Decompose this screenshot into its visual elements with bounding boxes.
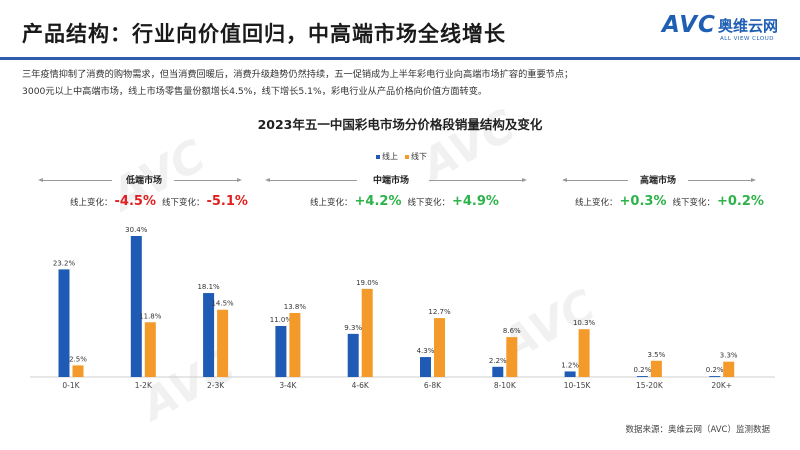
bar-offline	[506, 337, 518, 377]
offline-change-label: 线下变化：	[407, 198, 450, 208]
bar-offline	[578, 329, 590, 377]
data-label-offline: 14.5%	[211, 300, 234, 308]
bar-online	[636, 376, 648, 377]
legend-label-offline: 线下	[411, 152, 427, 161]
title-divider	[0, 57, 800, 60]
intro-line-1: 三年疫情抑制了消费的购物需求，但当消费回暖后，消费升级趋势仍然持续，五一促销成为…	[22, 69, 574, 80]
offline-change-value: -5.1%	[206, 194, 248, 209]
bar-online	[420, 357, 431, 377]
online-change-value: +0.3%	[619, 194, 667, 209]
bar-online	[347, 333, 359, 377]
segment-arrow-left	[562, 178, 628, 182]
x-tick-label: 0-1K	[62, 381, 80, 390]
x-tick-label: 4-6K	[352, 381, 370, 390]
legend-swatch-online	[376, 154, 380, 159]
offline-change-label: 线下变化：	[161, 198, 205, 208]
x-tick-label: 20K+	[711, 381, 732, 390]
data-label-offline: 10.3%	[573, 319, 596, 327]
x-tick-label: 2-3K	[207, 381, 225, 390]
data-label-offline: 3.5%	[648, 351, 666, 359]
bar-online	[492, 366, 504, 377]
change-row-mid: 线上变化： +4.2% 线下变化： +4.9%	[310, 194, 505, 209]
data-label-offline: 13.8%	[284, 303, 307, 311]
data-label-offline: 11.8%	[139, 312, 162, 320]
intro-line-2: 3000元以上中高端市场，线上市场零售量份额增长4.5%，线下增长5.1%，彩电…	[22, 86, 488, 97]
legend-swatch-offline	[405, 154, 409, 159]
bar-online	[203, 293, 215, 377]
change-row-high: 线上变化： +0.3% 线下变化： +0.2%	[575, 194, 770, 209]
bar-offline	[144, 322, 156, 377]
online-change-label: 线上变化：	[70, 198, 113, 208]
segment-arrow-left	[38, 178, 112, 182]
x-tick-label: 1-2K	[135, 381, 153, 390]
online-change-value: -4.5%	[114, 194, 156, 209]
logo-text: AVC	[662, 12, 716, 38]
x-tick-label: 10-15K	[564, 381, 592, 390]
x-tick-label: 15-20K	[636, 381, 664, 390]
data-label-offline: 12.7%	[428, 308, 451, 316]
bar-online	[709, 376, 721, 377]
intro-text: 三年疫情抑制了消费的购物需求，但当消费回暖后，消费升级趋势仍然持续，五一促销成为…	[22, 66, 782, 100]
data-source: 数据来源：奥维云网（AVC）监测数据	[625, 425, 770, 435]
logo: AVC 奥维云网 ALL VIEW CLOUD	[662, 12, 782, 50]
offline-change-value: +4.9%	[451, 194, 499, 209]
logo-subtitle: ALL VIEW CLOUD	[720, 36, 774, 42]
offline-change-value: +0.2%	[716, 194, 764, 209]
bar-offline	[434, 318, 445, 377]
bar-offline	[723, 361, 735, 377]
data-label-offline: 2.5%	[69, 355, 87, 363]
x-tick-label: 8-10K	[494, 381, 517, 390]
segment-arrow-right	[429, 178, 527, 182]
page-title: 产品结构：行业向价值回归，中高端市场全线增长	[22, 22, 506, 46]
segment-high: 高端市场	[562, 170, 756, 190]
segment-mid: 中端市场	[265, 170, 527, 190]
segment-arrow-right	[174, 178, 242, 182]
bar-offline	[361, 288, 373, 377]
online-change-label: 线上变化：	[575, 198, 618, 208]
data-label-online: 2.2%	[489, 357, 507, 365]
data-label-online: 4.3%	[417, 347, 435, 355]
bar-online	[564, 371, 576, 377]
data-label-online: 30.4%	[125, 226, 148, 234]
change-row-low: 线上变化： -4.5% 线下变化： -5.1%	[70, 194, 254, 209]
chart-legend: 线上 线下	[376, 151, 427, 162]
bar-offline	[650, 360, 662, 377]
legend-label-online: 线上	[382, 152, 398, 161]
segment-name-low: 低端市场	[126, 176, 163, 186]
data-label-offline: 19.0%	[356, 279, 379, 287]
segment-name-mid: 中端市场	[373, 176, 410, 186]
bar-online	[58, 269, 70, 377]
bar-offline	[217, 309, 229, 377]
segment-low: 低端市场	[38, 170, 242, 190]
chart-title: 2023年五一中国彩电市场分价格段销量结构及变化	[257, 117, 543, 132]
offline-change-label: 线下变化：	[672, 198, 715, 208]
data-label-online: 11.0%	[270, 316, 293, 324]
legend-item-offline: 线下	[405, 151, 427, 162]
data-label-online: 23.2%	[53, 259, 76, 267]
data-label-offline: 8.6%	[503, 327, 521, 335]
data-label-online: 18.1%	[197, 283, 220, 291]
segment-name-high: 高端市场	[640, 176, 677, 186]
data-label-online: 1.2%	[561, 361, 579, 369]
logo-cn: 奥维云网	[718, 17, 779, 35]
legend-item-online: 线上	[376, 151, 398, 162]
x-tick-label: 3-4K	[279, 381, 297, 390]
bar-offline	[289, 312, 301, 377]
bar-offline	[72, 365, 84, 377]
data-label-offline: 3.3%	[720, 352, 738, 360]
x-tick-label: 6-8K	[424, 381, 442, 390]
data-label-online: 9.3%	[344, 324, 362, 332]
online-change-label: 线上变化：	[310, 198, 353, 208]
online-change-value: +4.2%	[354, 194, 402, 209]
data-label-online: 0.2%	[706, 366, 724, 374]
segment-arrow-right	[688, 178, 756, 182]
data-label-online: 0.2%	[634, 366, 652, 374]
bar-online	[130, 236, 142, 377]
segment-arrow-left	[265, 178, 357, 182]
bar-online	[275, 325, 287, 377]
